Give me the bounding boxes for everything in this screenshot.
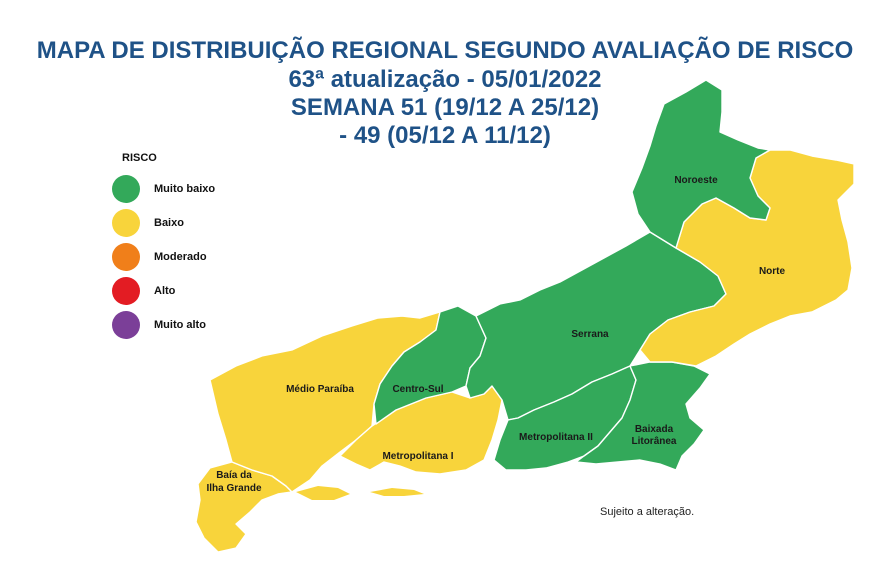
region-label-noroeste: Noroeste <box>674 175 718 186</box>
title-line-4: - 49 (05/12 A 11/12) <box>339 122 551 149</box>
region-label-medio-paraiba: Médio Paraíba <box>286 384 354 395</box>
legend-label: Muito alto <box>154 319 206 331</box>
legend-swatch-muito-baixo <box>112 175 140 203</box>
region-labels: Noroeste Norte Serrana Médio Paraíba Cen… <box>206 175 785 494</box>
legend-item-moderado: Moderado <box>112 240 272 274</box>
legend-item-baixo: Baixo <box>112 206 272 240</box>
region-label-baixada-litoranea-2: Litorânea <box>631 436 676 447</box>
region-label-norte: Norte <box>759 266 786 277</box>
risk-legend: RISCO Muito baixo Baixo Moderado Alto Mu… <box>112 152 272 342</box>
region-label-serrana: Serrana <box>571 329 609 340</box>
region-label-centro-sul: Centro-Sul <box>392 384 443 395</box>
region-baixada-litoranea <box>575 361 711 471</box>
legend-title: RISCO <box>122 152 157 164</box>
legend-swatch-baixo <box>112 209 140 237</box>
region-label-metropolitana-1: Metropolitana I <box>382 451 453 462</box>
island-ilha-grande <box>296 486 350 500</box>
region-label-baia-ilha-grande-1: Baía da <box>216 470 252 481</box>
islands <box>296 486 424 500</box>
region-label-baixada-litoranea-1: Baixada <box>635 424 674 435</box>
legend-item-muito-baixo: Muito baixo <box>112 172 272 206</box>
region-label-baia-ilha-grande-2: Ilha Grande <box>206 483 261 494</box>
legend-swatch-alto <box>112 277 140 305</box>
region-metropolitana-1 <box>339 385 503 475</box>
legend-swatch-moderado <box>112 243 140 271</box>
legend-label: Baixo <box>154 217 184 229</box>
legend-label: Alto <box>154 285 176 297</box>
title-line-1: MAPA DE DISTRIBUIÇÃO REGIONAL SEGUNDO AV… <box>36 37 854 64</box>
legend-label: Moderado <box>154 251 207 263</box>
legend-item-muito-alto: Muito alto <box>112 308 272 342</box>
legend-item-alto: Alto <box>112 274 272 308</box>
island-marambaia <box>370 488 424 496</box>
legend-label: Muito baixo <box>154 183 216 195</box>
region-noroeste <box>631 79 771 249</box>
legend-swatch-muito-alto <box>112 311 140 339</box>
region-label-metropolitana-2: Metropolitana II <box>519 432 593 443</box>
title-line-2: 63ª atualização - 05/01/2022 <box>288 66 602 93</box>
disclaimer-note: Sujeito a alteração. <box>600 506 695 518</box>
map-title: MAPA DE DISTRIBUIÇÃO REGIONAL SEGUNDO AV… <box>0 36 890 150</box>
title-line-3: SEMANA 51 (19/12 A 25/12) <box>290 94 600 121</box>
